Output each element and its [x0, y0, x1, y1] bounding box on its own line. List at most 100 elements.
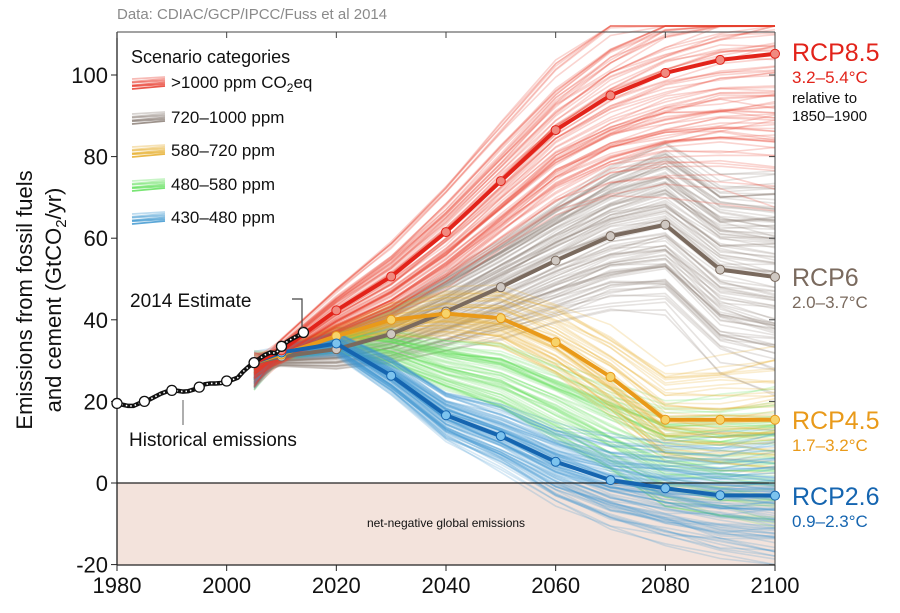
rcp-point	[495, 431, 506, 442]
legend-swatch	[131, 216, 166, 222]
scenario-line	[253, 66, 776, 371]
baseline-period-label: 1850–1900	[792, 108, 867, 125]
source-note: Data: CDIAC/GCP/IPCC/Fuss et al 2014	[117, 6, 387, 23]
scenario-line	[253, 25, 775, 373]
scenario-line	[253, 208, 776, 364]
scenario-line	[253, 330, 776, 428]
scenario-line	[253, 85, 776, 371]
y-tick-label: 40	[84, 308, 108, 333]
legend-swatch	[131, 211, 166, 215]
scenario-line	[253, 263, 776, 371]
legend-item: 430–480 ppm	[131, 208, 275, 227]
estimate-label: 2014 Estimate	[130, 291, 251, 312]
scenario-line	[253, 265, 776, 371]
legend-swatch	[131, 218, 166, 223]
scenario-line	[253, 351, 776, 521]
scenario-line	[253, 172, 776, 371]
legend-swatch	[131, 144, 166, 148]
scenario-line	[254, 354, 776, 560]
x-tick-label: 2100	[751, 573, 800, 598]
scenario-line	[253, 127, 776, 375]
legend-swatch	[131, 116, 166, 122]
y-tick-label: 100	[71, 63, 108, 88]
rcp-point	[660, 414, 671, 425]
scenario-line	[253, 332, 776, 444]
scenario-line	[253, 344, 776, 505]
scenario-line	[253, 326, 776, 454]
scenario-line	[253, 332, 776, 438]
scenario-line	[253, 25, 775, 361]
scenario-line	[253, 299, 776, 397]
scenario-line	[253, 159, 776, 380]
scenario-line	[253, 153, 776, 368]
scenario-line	[253, 180, 776, 378]
rcp-point	[386, 314, 397, 325]
y-tick-label: 60	[84, 226, 108, 251]
x-tick-label: 2060	[531, 573, 580, 598]
legend-swatch	[131, 111, 166, 115]
scenario-line	[253, 306, 776, 411]
scenario-line	[253, 352, 776, 553]
rcp-point	[605, 90, 616, 101]
scenario-line	[253, 330, 776, 437]
scenario-line	[253, 108, 776, 380]
legend-label: 430–480 ppm	[171, 208, 275, 227]
scenario-line	[254, 301, 776, 371]
scenario-line	[253, 326, 776, 402]
scenario-line	[253, 244, 776, 376]
rcp-point	[331, 305, 342, 316]
scenario-line	[253, 25, 775, 378]
scenario-line	[253, 351, 776, 527]
scenario-line	[253, 278, 776, 375]
scenario-line	[254, 264, 776, 364]
legend-swatch	[131, 120, 166, 125]
scenario-line	[253, 158, 776, 374]
legend-swatch	[131, 145, 166, 151]
scenario-line	[253, 333, 776, 439]
scenario-line	[253, 94, 776, 379]
scenario-line	[253, 354, 776, 566]
rcp-name-label: RCP2.6	[792, 483, 880, 511]
scenario-line	[253, 106, 776, 376]
scenario-line	[254, 119, 776, 362]
legend-swatch	[131, 179, 166, 185]
legend-swatch	[131, 79, 166, 84]
rcp-point	[550, 456, 561, 467]
scenario-line	[253, 122, 776, 371]
scenario-line	[253, 25, 776, 375]
scenario-line	[253, 335, 776, 458]
scenario-line	[253, 25, 775, 369]
scenario-line	[253, 332, 776, 450]
scenario-line	[253, 234, 776, 364]
scenario-line	[253, 351, 776, 553]
scenario-line	[253, 345, 776, 521]
scenario-line	[254, 294, 776, 372]
scenario-line	[253, 345, 776, 519]
scenario-line	[253, 125, 776, 380]
scenario-line	[253, 25, 775, 367]
scenario-line	[253, 127, 776, 384]
rcp-point	[495, 176, 506, 187]
scenario-line	[253, 350, 776, 528]
rcp-point	[386, 271, 397, 282]
scenario-line	[253, 114, 776, 378]
legend-item: >1000 ppm CO2eq	[131, 73, 312, 95]
rcp-name-label: RCP8.5	[792, 39, 880, 67]
scenario-line	[253, 286, 776, 376]
y-tick-label: 20	[84, 389, 108, 414]
scenario-line	[253, 248, 776, 369]
scenario-line	[253, 340, 776, 485]
scenario-line	[253, 25, 775, 374]
scenario-line	[253, 296, 776, 384]
scenario-line	[253, 345, 776, 510]
scenario-line	[253, 333, 776, 443]
legend-swatch	[131, 151, 166, 156]
scenario-line	[253, 351, 776, 553]
scenario-line	[253, 87, 776, 371]
legend-swatch	[131, 147, 166, 152]
scenario-line	[253, 25, 775, 374]
scenario-line	[253, 331, 776, 426]
legend-swatch	[131, 118, 166, 123]
historical-point	[221, 375, 233, 387]
scenario-line	[253, 334, 776, 449]
